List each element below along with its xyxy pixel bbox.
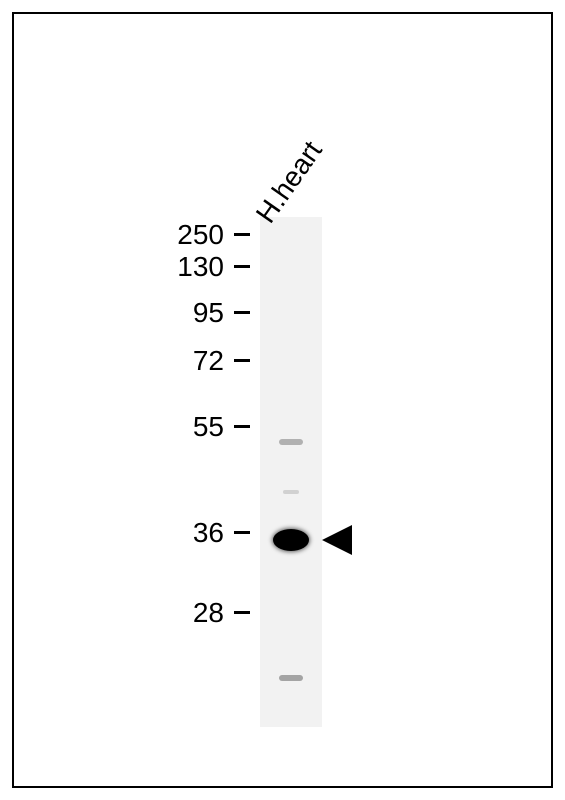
- target-band-arrow-icon: [322, 525, 352, 555]
- band-3: [279, 675, 303, 681]
- mw-label-36: 36: [144, 517, 224, 549]
- mw-label-55: 55: [144, 411, 224, 443]
- mw-tick-250: [234, 233, 250, 236]
- mw-tick-55: [234, 425, 250, 428]
- band-0: [279, 439, 303, 445]
- mw-label-28: 28: [144, 597, 224, 629]
- mw-label-95: 95: [144, 297, 224, 329]
- image-frame: H.heart 250130 95 72 55 36 28: [12, 12, 553, 788]
- mw-tick-36: [234, 531, 250, 534]
- mw-tick-28: [234, 611, 250, 614]
- mw-label-72: 72: [144, 345, 224, 377]
- mw-tick-130: [234, 265, 250, 268]
- band-1: [283, 490, 299, 494]
- mw-tick-72: [234, 359, 250, 362]
- mw-label-250: 250: [144, 219, 224, 251]
- mw-label-130: 130: [144, 251, 224, 283]
- mw-tick-95: [234, 311, 250, 314]
- blot-lane: [260, 217, 322, 727]
- lane-label: H.heart: [249, 135, 328, 229]
- band-2: [273, 529, 309, 551]
